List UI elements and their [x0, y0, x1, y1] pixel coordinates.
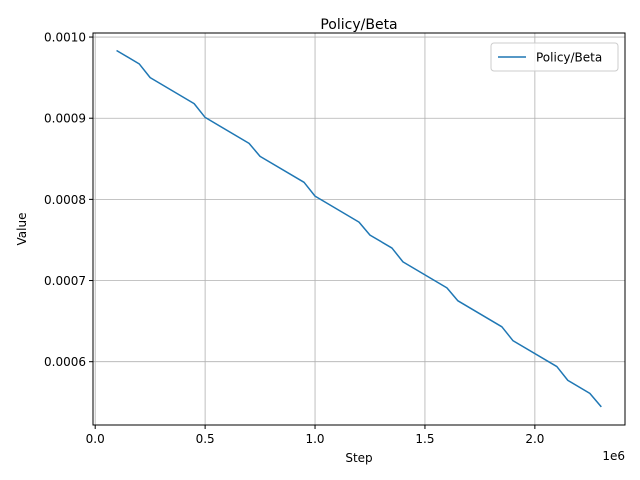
x-tick-label: 0.0 — [86, 432, 105, 446]
grid — [93, 33, 625, 425]
data-point — [446, 287, 448, 289]
data-point — [248, 142, 250, 144]
data-point — [556, 366, 558, 368]
y-tick-label: 0.0008 — [44, 193, 86, 207]
data-point — [369, 234, 371, 236]
y-axis: 0.0006 0.0007 0.0008 0.0009 0.0010 — [44, 31, 93, 369]
legend-label: Policy/Beta — [536, 51, 602, 65]
series-layer — [116, 49, 602, 408]
y-tick-label: 0.0009 — [44, 112, 86, 126]
data-point — [204, 117, 206, 119]
x-tick-label: 1.0 — [305, 432, 324, 446]
data-point — [600, 405, 602, 407]
y-axis-label: Value — [15, 213, 29, 246]
data-point — [402, 261, 404, 263]
y-tick-label: 0.0007 — [44, 274, 86, 288]
y-tick-label: 0.0010 — [44, 31, 86, 45]
y-tick-label: 0.0006 — [44, 355, 86, 369]
x-axis-offset-label: 1e6 — [602, 449, 625, 463]
data-point — [193, 103, 195, 105]
data-point — [149, 77, 151, 79]
data-point — [589, 392, 591, 394]
data-point — [501, 326, 503, 328]
legend: Policy/Beta — [490, 42, 619, 72]
data-point — [303, 181, 305, 183]
x-tick-label: 0.5 — [196, 432, 215, 446]
data-point — [138, 63, 140, 65]
data-point — [567, 379, 569, 381]
x-axis: 0.0 0.5 1.0 1.5 2.0 — [86, 425, 544, 446]
x-axis-label: Step — [345, 451, 372, 465]
data-point — [314, 195, 316, 197]
data-point — [358, 221, 360, 223]
legend-box — [490, 42, 619, 72]
series-line-policy-beta — [116, 49, 602, 408]
data-point — [512, 340, 514, 342]
plot-area — [93, 33, 625, 425]
x-tick-label: 1.5 — [415, 432, 434, 446]
x-tick-label: 2.0 — [525, 432, 544, 446]
plot-frame — [92, 32, 626, 426]
data-point — [259, 155, 261, 157]
data-point — [391, 247, 393, 249]
chart-title: Policy/Beta — [320, 17, 397, 33]
data-point — [116, 50, 118, 52]
data-point — [457, 300, 459, 302]
